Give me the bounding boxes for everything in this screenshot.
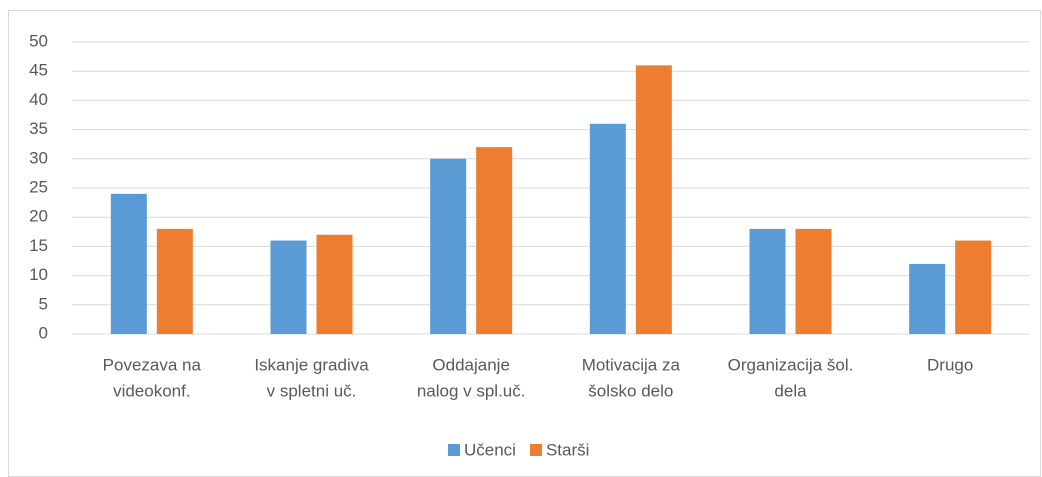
x-tick-label: videokonf. bbox=[113, 381, 191, 400]
y-tick-label: 5 bbox=[39, 294, 48, 313]
bar bbox=[270, 240, 307, 334]
bar bbox=[316, 234, 353, 334]
x-tick-label: nalog v spl.uč. bbox=[417, 381, 526, 400]
y-tick-label: 10 bbox=[29, 265, 48, 284]
bar bbox=[589, 123, 626, 334]
y-tick-label: 35 bbox=[29, 119, 48, 138]
bar bbox=[795, 228, 832, 334]
y-tick-label: 50 bbox=[29, 31, 48, 50]
legend-swatch bbox=[529, 444, 542, 456]
bar bbox=[430, 158, 467, 334]
legend-swatch bbox=[448, 444, 460, 456]
legend-label: Učenci bbox=[464, 440, 516, 459]
bar bbox=[110, 193, 147, 334]
x-tick-label: šolsko delo bbox=[588, 381, 673, 400]
x-tick-label: Motivacija za bbox=[582, 355, 681, 374]
y-tick-label: 30 bbox=[29, 148, 48, 167]
x-tick-label: Drugo bbox=[927, 355, 973, 374]
y-tick-label: 0 bbox=[39, 323, 48, 342]
x-tick-label: v spletni uč. bbox=[267, 381, 357, 400]
y-tick-label: 20 bbox=[29, 207, 48, 226]
legend-label: Starši bbox=[546, 440, 589, 459]
bar bbox=[909, 263, 946, 334]
bar bbox=[955, 240, 992, 334]
x-tick-label: Iskanje gradiva bbox=[254, 355, 369, 374]
bar bbox=[635, 65, 672, 335]
x-tick-label: Organizacija šol. bbox=[728, 355, 854, 374]
x-tick-label: Povezava na bbox=[103, 355, 202, 374]
y-tick-label: 45 bbox=[29, 61, 48, 80]
y-tick-label: 25 bbox=[29, 177, 48, 196]
x-tick-label: Oddajanje bbox=[432, 355, 510, 374]
bar bbox=[476, 147, 513, 334]
y-tick-label: 15 bbox=[29, 236, 48, 255]
bar bbox=[156, 228, 193, 334]
x-tick-label: dela bbox=[774, 381, 807, 400]
bar bbox=[749, 228, 786, 334]
y-tick-label: 40 bbox=[29, 90, 48, 109]
